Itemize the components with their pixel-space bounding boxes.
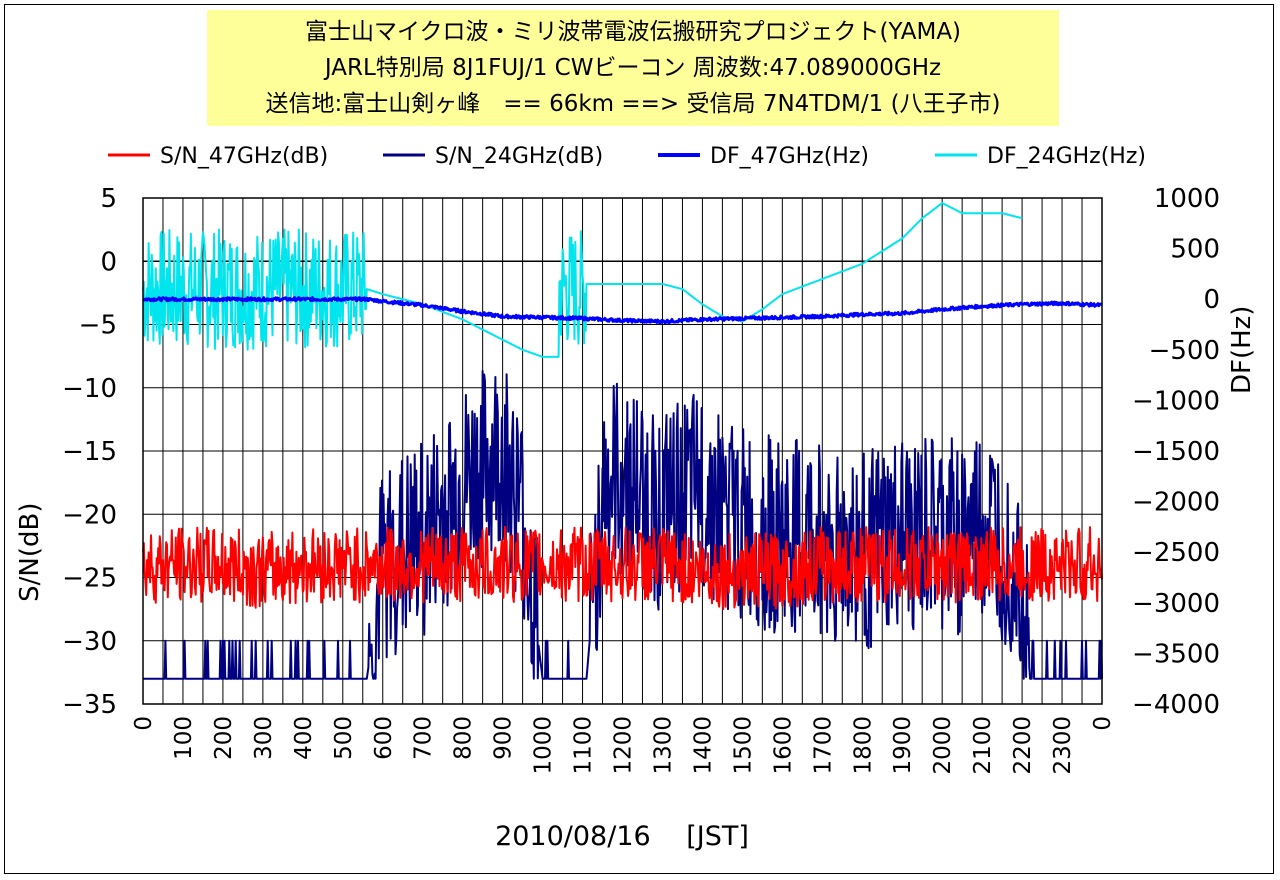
x-tick-label: 1800 [850,716,876,775]
x-axis: 0 100 200 300 400 500 600 700 800 900 1000 1100 1200… [131,716,1116,775]
y-left-tick-label: −5 [79,311,117,341]
x-tick-label: 900 [491,716,517,760]
y-left-tick-label: 5 [100,184,117,214]
x-tick-label: 1900 [890,716,916,775]
x-tick-label: 100 [171,716,197,760]
x-axis-label: 2010/08/16 [JST] [495,821,749,852]
x-tick-label: 500 [331,716,357,760]
x-tick-label: 800 [451,716,477,760]
y-left-tick-label: 0 [100,247,117,277]
legend-label: S/N_24GHz(dB) [435,144,603,169]
y-left-tick-label: −30 [62,627,117,657]
y-axis-right-label: DF(Hz) [1227,306,1257,394]
series-line-df-24ghz-hz [142,202,1023,358]
y-right-tick-label: −500 [1149,336,1220,366]
x-tick-label: 1600 [770,716,796,775]
y-right-tick-label: −3500 [1132,639,1220,669]
x-tick-label: 2000 [930,716,956,775]
y-right-tick-label: −2000 [1132,488,1220,518]
y-left-tick-label: −10 [62,374,117,404]
x-tick-label: 2200 [1010,716,1036,775]
x-tick-label: 1500 [730,716,756,775]
y-axis-right: 1000 500 0 −500 −1000 −1500 −2000 −2500 −3000 −35… [1132,184,1220,720]
y-left-tick-label: −35 [62,690,117,720]
x-tick-label: 1400 [690,716,716,775]
y-right-tick-label: −1000 [1132,386,1220,416]
y-right-tick-label: −2500 [1132,538,1220,568]
y-left-tick-label: −20 [62,500,117,530]
y-right-tick-label: −3000 [1132,589,1220,619]
plot-area [142,197,1103,705]
legend-label: DF_47GHz(Hz) [710,144,869,169]
x-tick-label: 700 [411,716,437,760]
legend: S/N_47GHz(dB) S/N_24GHz(dB) DF_47GHz(Hz) DF… [108,144,1146,169]
legend-label: S/N_47GHz(dB) [160,144,328,169]
y-right-tick-label: −1500 [1132,437,1220,467]
x-tick-label: 300 [251,716,277,760]
title-line-3: 送信地:富士山剣ヶ峰 == 66km ==> 受信局 7N4TDM/1 (八王子… [265,91,1001,117]
x-tick-label: 2300 [1050,716,1076,775]
x-tick-label: 0 [131,716,157,731]
x-tick-label: 1000 [531,716,557,775]
x-tick-label: 400 [291,716,317,760]
series-line-s-n-24ghz-db [142,370,1103,680]
chart-title: 富士山マイクロ波・ミリ波帯電波伝搬研究プロジェクト(YAMA) JARL特別局 … [207,10,1059,126]
x-tick-label: 2100 [970,716,996,775]
series-line-df-47ghz-hz [142,296,1103,325]
y-axis-left-label: S/N(dB) [15,503,45,602]
x-tick-label: 0 [1090,716,1116,731]
series-line-s-n-47ghz-db [142,525,1103,611]
y-right-tick-label: 500 [1170,235,1220,265]
y-axis-left: 5 0 −5 −10 −15 −20 −25 −30 −35 [62,184,117,720]
x-tick-label: 600 [371,716,397,760]
series-layer [142,202,1103,680]
x-tick-label: 1700 [810,716,836,775]
x-tick-label: 1300 [650,716,676,775]
x-tick-label: 200 [211,716,237,760]
title-line-2: JARL特別局 8J1FUJ/1 CWビーコン 周波数:47.089000GHz [324,55,942,81]
x-tick-label: 1200 [611,716,637,775]
legend-label: DF_24GHz(Hz) [987,144,1146,169]
y-left-tick-label: −25 [62,564,117,594]
x-tick-label: 1100 [571,716,597,775]
title-line-1: 富士山マイクロ波・ミリ波帯電波伝搬研究プロジェクト(YAMA) [304,19,962,45]
y-right-tick-label: 0 [1203,285,1220,315]
y-left-tick-label: −15 [62,437,117,467]
y-right-tick-label: 1000 [1154,184,1220,214]
y-right-tick-label: −4000 [1132,690,1220,720]
